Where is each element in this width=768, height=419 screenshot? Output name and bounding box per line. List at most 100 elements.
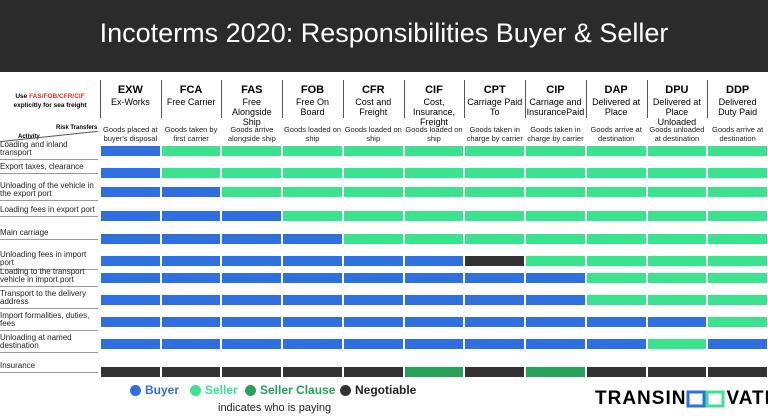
legend-label: Buyer xyxy=(145,383,180,397)
responsibility-cell xyxy=(465,273,525,283)
responsibility-cell xyxy=(101,211,160,221)
responsibility-cell xyxy=(343,339,403,349)
column-name: Free Alongside Ship xyxy=(232,97,272,127)
responsibility-cell xyxy=(526,146,585,156)
risk-transfer: Goods taken in charge by carrier xyxy=(466,125,523,143)
row-label: Transport to the delivery address xyxy=(0,290,98,309)
legend-label: Negotiable xyxy=(355,383,417,397)
responsibility-cell xyxy=(708,187,767,197)
risk-transfer: Goods loaded on ship xyxy=(405,125,463,143)
column-divider xyxy=(342,80,344,118)
responsibility-cell xyxy=(222,317,282,327)
row-label: Import formalities, duties, fees xyxy=(0,312,98,331)
row-label: Main carriage xyxy=(0,229,98,240)
risk-transfer: Goods taken in charge by carrier xyxy=(527,125,584,143)
column-name: Delivered at Place xyxy=(592,97,641,117)
responsibility-cell xyxy=(708,339,767,349)
responsibility-cell xyxy=(647,168,707,178)
risk-transfer: Goods arrive at destination xyxy=(711,125,764,143)
responsibility-cell xyxy=(708,211,767,221)
responsibility-cell xyxy=(222,295,282,305)
responsibility-cell xyxy=(101,146,160,156)
row-label: Unloading fees in import port xyxy=(0,251,98,270)
column-code: CIF xyxy=(425,84,443,96)
responsibility-cell xyxy=(526,211,585,221)
column-divider xyxy=(585,80,587,118)
column-code: FAS xyxy=(241,84,263,96)
responsibility-cell xyxy=(343,273,403,283)
row-label: Loading and inland transport xyxy=(0,141,98,160)
risk-transfer: Goods placed at buyer's disposal xyxy=(103,125,158,143)
note-prefix: Use xyxy=(15,93,28,100)
responsibility-cell xyxy=(161,256,221,266)
responsibility-cell xyxy=(343,146,403,156)
responsibility-cell xyxy=(343,256,403,266)
responsibility-cell xyxy=(586,317,646,327)
responsibility-cell xyxy=(586,187,646,197)
risk-transfer: Goods taken by first carrier xyxy=(164,125,218,143)
responsibility-cell xyxy=(283,273,342,283)
responsibility-cell xyxy=(404,234,464,244)
responsibility-cell xyxy=(161,273,221,283)
responsibility-cell xyxy=(343,168,403,178)
responsibility-cell xyxy=(161,211,221,221)
responsibility-cell xyxy=(465,234,525,244)
responsibility-cell xyxy=(586,367,646,377)
column-name: Delivered Duty Paid xyxy=(718,97,758,117)
responsibility-cell xyxy=(586,273,646,283)
note-suffix: explicitly for sea freight xyxy=(13,102,87,109)
row-label: Loading fees in export port xyxy=(0,206,98,217)
risk-transfer: Goods loaded on ship xyxy=(344,125,402,143)
column-code: CIP xyxy=(546,84,565,96)
column-name: Ex-Works xyxy=(110,97,150,107)
responsibility-cell xyxy=(526,234,585,244)
column-code: FOB xyxy=(300,84,325,96)
responsibility-cell xyxy=(708,234,767,244)
responsibility-cell xyxy=(586,234,646,244)
column-code: DAP xyxy=(604,84,628,96)
column-divider xyxy=(100,80,101,118)
row-label: Export taxes, clearance xyxy=(0,163,98,174)
responsibility-cell xyxy=(101,295,160,305)
responsibility-cell xyxy=(647,256,707,266)
column-name: Free On Board xyxy=(296,97,330,117)
responsibility-cell xyxy=(404,211,464,221)
responsibility-cell xyxy=(708,367,767,377)
note-highlight: FAS/FOB/CFR/CIF xyxy=(29,93,85,100)
responsibility-cell xyxy=(465,256,525,266)
responsibility-cell xyxy=(101,234,160,244)
risk-transfer: Goods unloaded at destination xyxy=(649,125,705,143)
responsibility-cell xyxy=(647,367,707,377)
responsibility-cell xyxy=(283,234,342,244)
responsibility-cell xyxy=(647,234,707,244)
responsibility-cell xyxy=(586,256,646,266)
responsibility-cell xyxy=(465,146,525,156)
column-divider xyxy=(464,80,466,118)
activity-label: Activity xyxy=(18,134,40,140)
column-code: CFR xyxy=(361,84,385,96)
responsibility-cell xyxy=(708,256,767,266)
title: Incoterms 2020: Responsibilities Buyer &… xyxy=(99,18,669,48)
row-label: Unloading at named destination xyxy=(0,334,98,353)
responsibility-cell xyxy=(101,187,160,197)
responsibility-cell xyxy=(404,339,464,349)
row-label: Loading to the transport vehicle in impo… xyxy=(0,268,98,287)
column-divider xyxy=(646,80,648,118)
responsibility-cell xyxy=(101,256,160,266)
column-name: Carriage Paid To xyxy=(467,97,523,117)
responsibility-cell xyxy=(465,211,525,221)
column-name: Cost and Freight xyxy=(355,97,392,117)
risk-transfer: Goods arrive alongside ship xyxy=(227,125,276,143)
responsibility-cell xyxy=(283,317,342,327)
risk-transfer: Goods loaded on ship xyxy=(283,125,342,143)
responsibility-cell xyxy=(343,317,403,327)
responsibility-cell xyxy=(161,234,221,244)
responsibility-cell xyxy=(101,273,160,283)
legend-dot xyxy=(340,385,351,396)
legend-dot xyxy=(190,385,201,396)
responsibility-cell xyxy=(283,168,342,178)
responsibility-cell xyxy=(283,146,342,156)
